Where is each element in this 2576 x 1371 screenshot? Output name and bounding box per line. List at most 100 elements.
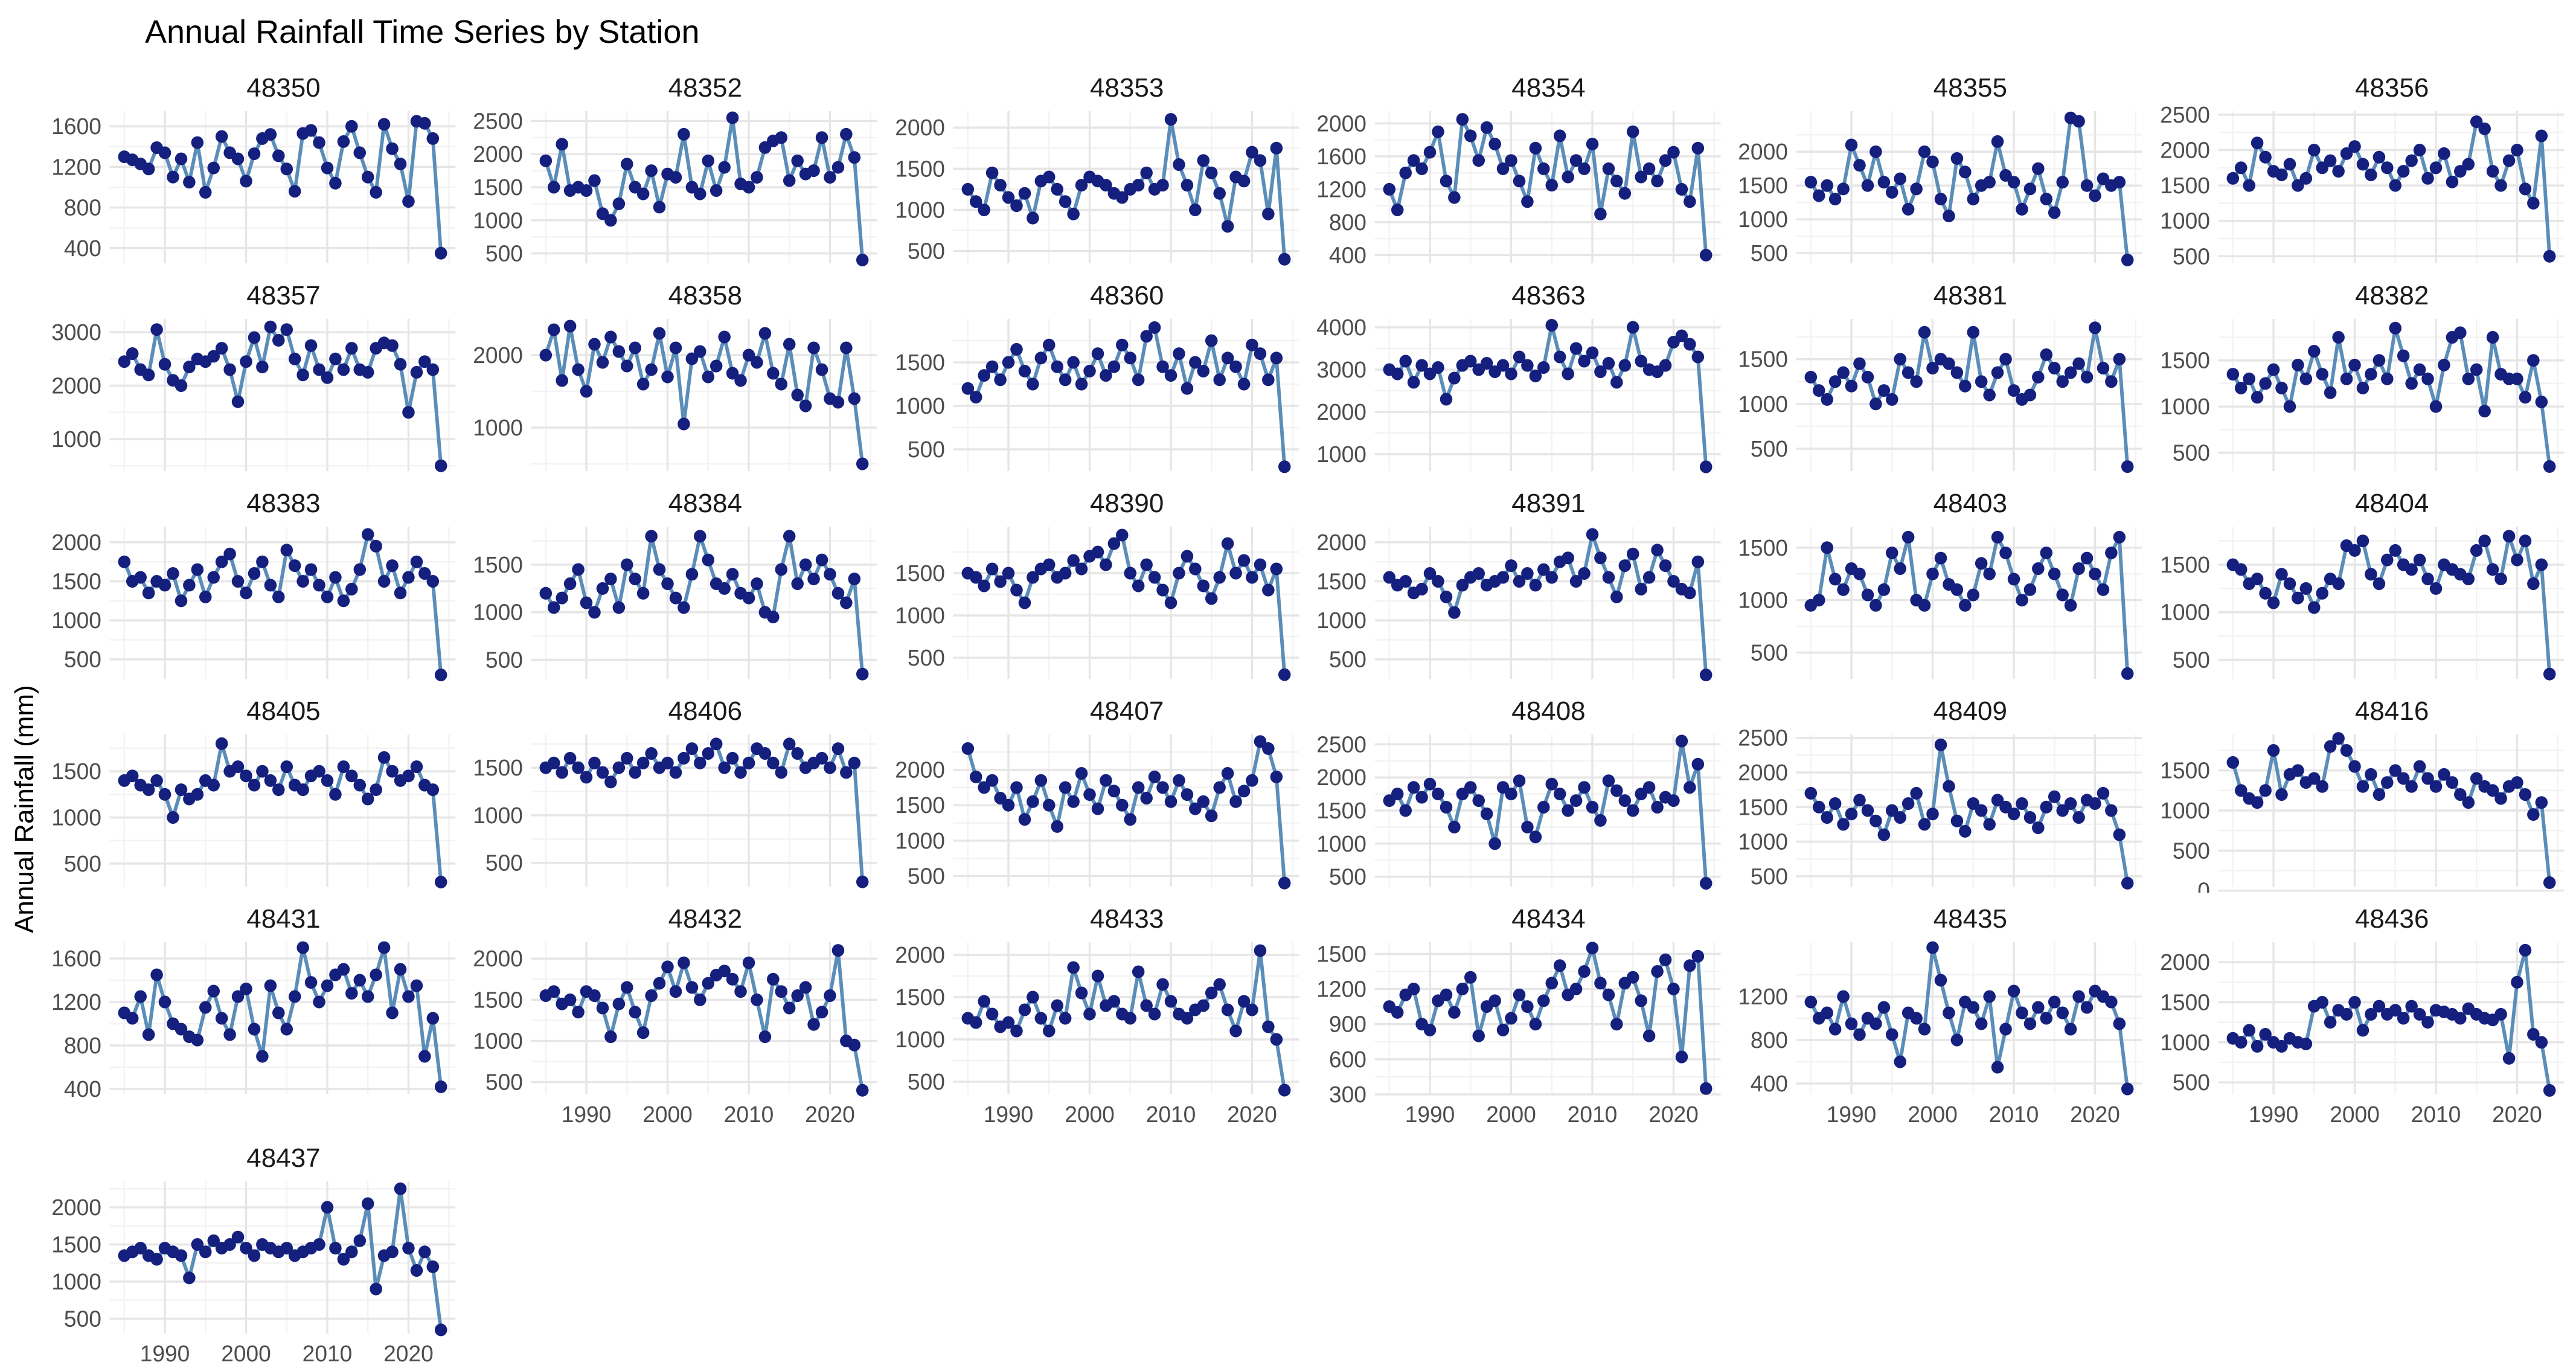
- y-tick-label: 1000: [473, 802, 524, 827]
- data-point: [1115, 528, 1129, 542]
- data-point: [1026, 571, 1039, 584]
- y-tick-label: 2000: [1316, 765, 1366, 790]
- data-point: [588, 338, 601, 351]
- data-point: [1229, 567, 1242, 580]
- data-point: [2234, 161, 2248, 175]
- data-point: [1545, 571, 1559, 584]
- facet-strip-label: 48356: [2354, 73, 2429, 103]
- data-point: [1237, 175, 1250, 188]
- data-point: [2413, 1007, 2426, 1021]
- data-point: [370, 185, 382, 199]
- data-point: [345, 120, 358, 133]
- data-point: [1261, 207, 1275, 220]
- data-point: [1042, 338, 1056, 352]
- data-point: [1959, 824, 1972, 838]
- data-point: [1553, 350, 1566, 364]
- data-point: [1975, 804, 1988, 817]
- data-point: [978, 995, 990, 1008]
- y-tick-label: 500: [485, 1069, 523, 1094]
- data-point: [1691, 141, 1705, 155]
- y-tick-label: 500: [485, 240, 523, 266]
- data-point: [612, 761, 626, 774]
- data-point: [410, 365, 423, 379]
- data-point: [1870, 145, 1882, 158]
- data-point: [1983, 818, 1996, 831]
- data-point: [791, 154, 804, 167]
- data-point: [670, 171, 682, 184]
- data-point: [426, 1260, 440, 1273]
- data-point: [1140, 999, 1153, 1012]
- data-point: [1521, 359, 1534, 372]
- y-tick-label: 2000: [1738, 139, 1789, 164]
- data-point: [1181, 1012, 1193, 1025]
- data-point: [1067, 795, 1080, 808]
- data-point: [1935, 193, 1947, 206]
- data-point: [1505, 367, 1517, 380]
- data-point: [1213, 373, 1226, 387]
- series-line: [122, 119, 443, 255]
- data-point: [280, 760, 293, 773]
- y-tick-label: 1500: [895, 792, 945, 818]
- data-point: [2258, 784, 2272, 797]
- facet-panel-48432: 48432 500 1000 1500 2000 1990 2000 2010 2020: [467, 902, 880, 1132]
- data-point: [248, 1023, 261, 1036]
- data-point: [2340, 147, 2353, 160]
- facet-panel-48406: 48406 500 1000 1500: [467, 695, 880, 893]
- data-point: [548, 985, 560, 998]
- data-point: [1464, 781, 1477, 794]
- data-point: [191, 1033, 204, 1047]
- data-point: [1642, 1029, 1656, 1042]
- data-point: [1002, 1016, 1014, 1029]
- y-tick-label: 500: [2173, 647, 2210, 672]
- data-point: [337, 363, 350, 376]
- data-point: [1221, 767, 1234, 780]
- y-tick-label: 1000: [473, 415, 524, 440]
- data-point: [1853, 567, 1866, 580]
- y-tick-label: 1000: [1738, 207, 1789, 232]
- data-point: [207, 984, 220, 998]
- data-point: [1877, 384, 1891, 397]
- data-point: [1537, 162, 1550, 175]
- y-tick-label: 1200: [1738, 984, 1789, 1009]
- data-point: [1505, 559, 1517, 573]
- data-point: [2437, 768, 2450, 781]
- x-tick-label: 2010: [2411, 1102, 2461, 1127]
- data-point: [288, 990, 301, 1003]
- data-point: [791, 388, 804, 402]
- data-point: [1950, 152, 1964, 165]
- facet-strip-label: 48357: [246, 281, 321, 310]
- data-point: [961, 742, 974, 755]
- facet-strip-label: 48350: [246, 73, 321, 103]
- data-point: [2275, 169, 2288, 181]
- data-point: [1188, 356, 1202, 369]
- data-point: [2446, 776, 2458, 789]
- data-point: [1991, 530, 2004, 544]
- data-point: [734, 374, 748, 387]
- data-point: [1967, 1001, 1980, 1014]
- data-point: [580, 385, 593, 398]
- data-point: [702, 553, 715, 567]
- facet-strip-label: 48434: [1511, 904, 1586, 934]
- data-point: [313, 995, 325, 1009]
- data-point: [969, 770, 982, 783]
- data-point: [1813, 800, 1825, 814]
- y-tick-label: 400: [64, 1076, 101, 1100]
- data-point: [248, 1249, 261, 1262]
- data-point: [1837, 366, 1850, 379]
- data-point: [1132, 579, 1145, 592]
- data-point: [1181, 788, 1193, 801]
- facet-panel-48404: 48404 500 1000 1500: [2155, 487, 2568, 685]
- data-point: [1415, 582, 1428, 596]
- data-point: [2048, 995, 2061, 1009]
- data-point: [1578, 162, 1591, 175]
- y-tick-label: 1500: [51, 759, 101, 784]
- data-point: [345, 342, 358, 355]
- data-point: [1610, 784, 1623, 797]
- data-point: [2453, 1012, 2467, 1025]
- data-point: [718, 761, 731, 774]
- y-tick-label: 2500: [2160, 105, 2210, 127]
- data-point: [2429, 780, 2442, 793]
- data-point: [2519, 391, 2531, 404]
- facet-strip-label: 48437: [246, 1143, 321, 1173]
- plot-area: 500 1000 1500 2000 1990 2000 2010 2020: [2160, 942, 2565, 1127]
